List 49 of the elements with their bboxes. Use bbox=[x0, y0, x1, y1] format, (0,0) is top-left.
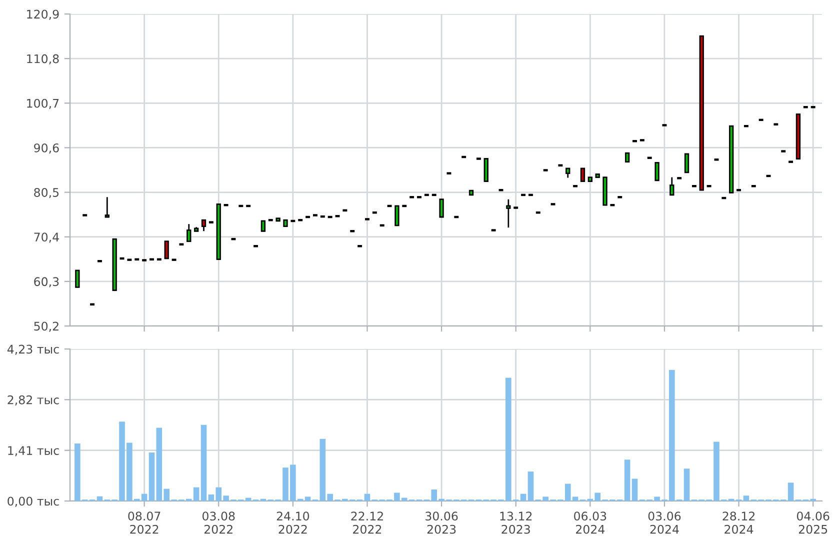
candlestick bbox=[796, 113, 801, 160]
y-tick-label: 2,82 тыс bbox=[8, 395, 59, 406]
candlestick bbox=[201, 219, 206, 232]
candlestick bbox=[624, 152, 630, 163]
candlestick bbox=[386, 204, 393, 208]
candlestick bbox=[401, 204, 408, 208]
y-tick-label: 50,2 bbox=[34, 322, 58, 332]
y-tick-label: 110,8 bbox=[27, 54, 59, 64]
candlestick bbox=[326, 216, 334, 218]
candlestick bbox=[758, 118, 764, 122]
x-tick-label: 28.12 2024 bbox=[722, 512, 754, 534]
candlestick bbox=[453, 216, 460, 218]
bar bbox=[364, 494, 370, 501]
y-tick-label: 1,41 тыс bbox=[8, 446, 59, 456]
x-tick-label: 24.10 2022 bbox=[276, 512, 310, 534]
bar bbox=[148, 452, 155, 501]
candlestick bbox=[609, 204, 616, 206]
x-tick-label: 06.03 2024 bbox=[574, 512, 606, 534]
candlestick bbox=[720, 196, 728, 200]
y-tick-label: 90,6 bbox=[34, 143, 59, 154]
x-tick-label: 03.06 2024 bbox=[648, 512, 681, 534]
bar bbox=[520, 494, 526, 501]
candlestick bbox=[468, 190, 474, 196]
candlestick bbox=[684, 153, 690, 174]
x-tick-label: 30.06 2023 bbox=[426, 512, 458, 534]
bar bbox=[200, 424, 207, 501]
x-tick-label: 22.12 2022 bbox=[351, 512, 383, 534]
y-tick-label: 70,4 bbox=[34, 232, 59, 243]
candlestick bbox=[222, 204, 230, 206]
candlestick bbox=[290, 220, 296, 222]
candlestick bbox=[706, 184, 712, 188]
y-tick-label: 0,00 тыс bbox=[8, 496, 59, 507]
y-tick-label: 80,5 bbox=[34, 188, 59, 198]
candlestick bbox=[260, 220, 266, 232]
candlestick bbox=[238, 204, 244, 208]
x-tick-label: 03.08 2022 bbox=[202, 512, 235, 534]
bar bbox=[96, 496, 103, 501]
x-tick-label: 13.12 2023 bbox=[500, 512, 532, 534]
y-tick-label: 120,9 bbox=[27, 10, 59, 20]
y-tick-label: 4,23 тыс bbox=[7, 344, 59, 355]
y-tick-label: 60,3 bbox=[34, 277, 59, 288]
x-tick-label: 04.06 2025 bbox=[796, 512, 830, 534]
candlestick bbox=[430, 194, 438, 196]
bar bbox=[632, 478, 638, 501]
y-tick-label: 100,7 bbox=[27, 98, 59, 109]
bar bbox=[684, 468, 690, 501]
candlestick bbox=[230, 238, 237, 240]
x-tick-label: 08.07 2022 bbox=[128, 512, 160, 534]
candlestick bbox=[580, 168, 586, 182]
